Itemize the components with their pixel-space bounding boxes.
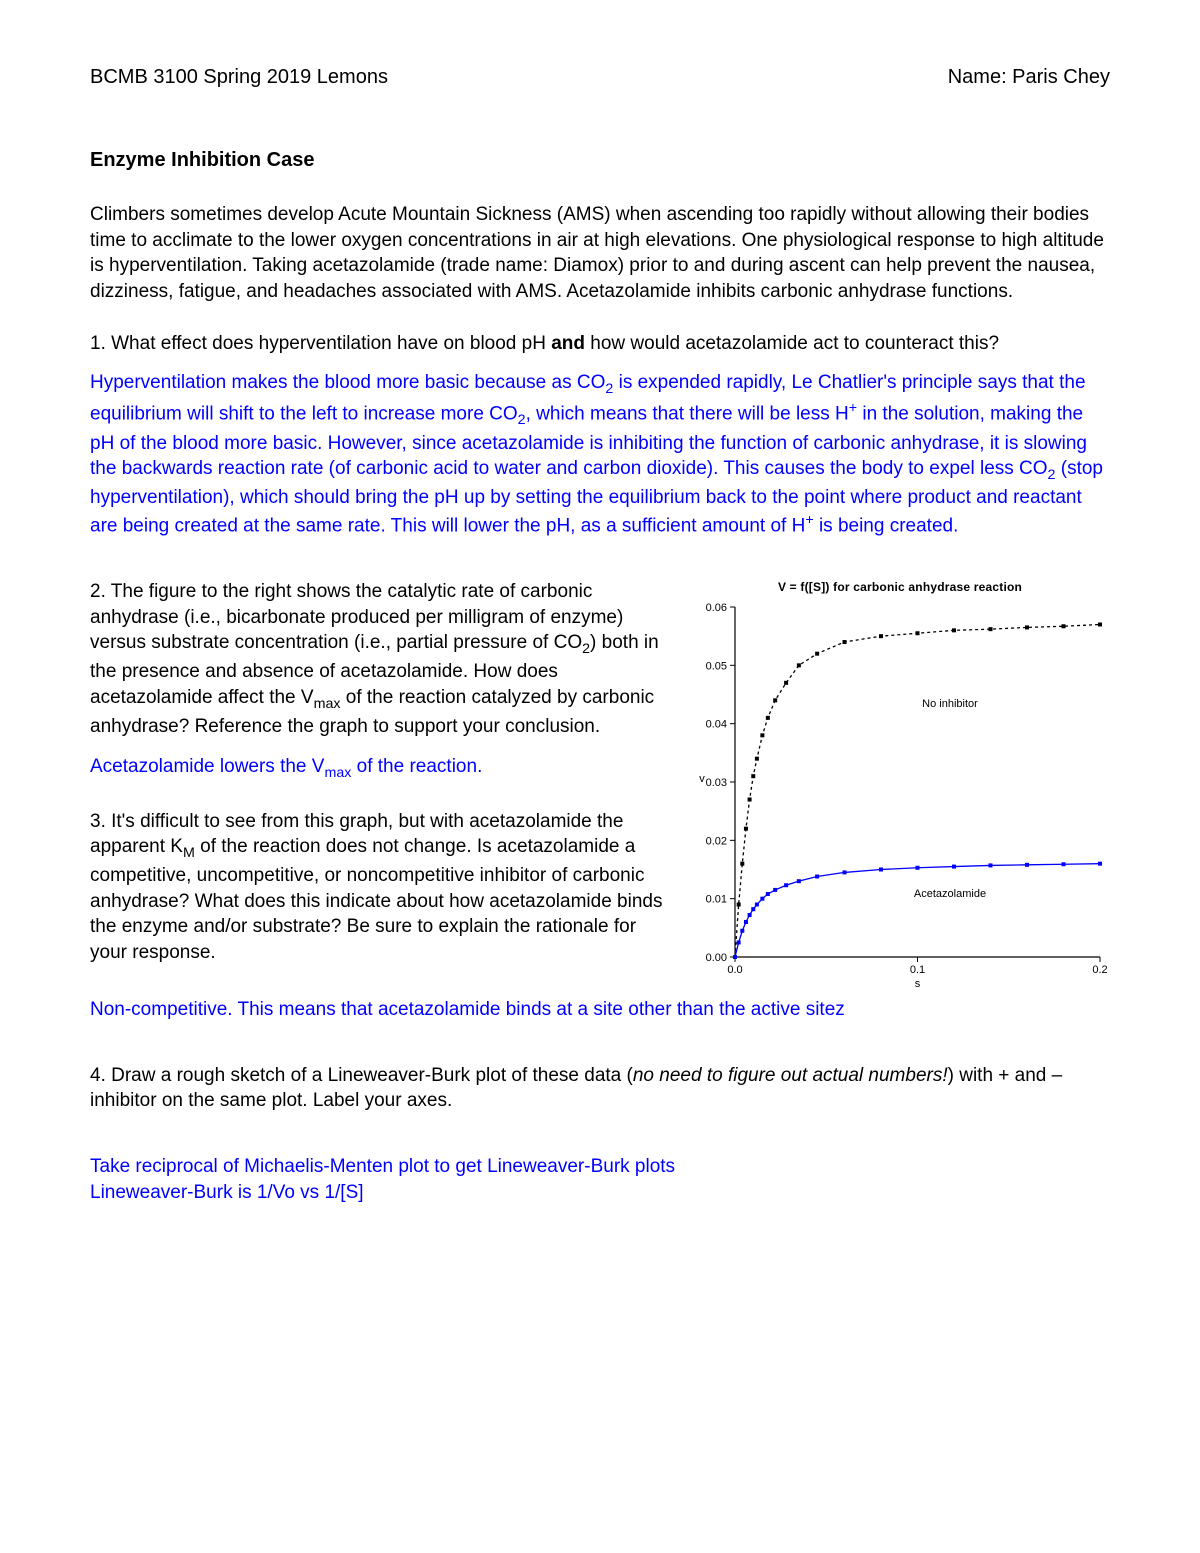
mm-kinetics-chart: 0.00 0.01 0.02 0.03 0.04 0.05 0.06 0.0 0.1 0.2 s v N… — [690, 597, 1110, 997]
svg-text:0.00: 0.00 — [706, 952, 727, 964]
svg-text:0.2: 0.2 — [1092, 964, 1107, 976]
svg-text:0.02: 0.02 — [706, 835, 727, 847]
svg-text:0.01: 0.01 — [706, 894, 727, 906]
answer-4-line-1: Take reciprocal of Michaelis-Menten plot… — [90, 1154, 1110, 1180]
intro-paragraph: Climbers sometimes develop Acute Mountai… — [90, 202, 1110, 305]
figure-row: 2. The figure to the right shows the cat… — [90, 579, 1110, 997]
svg-text:0.03: 0.03 — [706, 777, 727, 789]
question-2: 2. The figure to the right shows the cat… — [90, 579, 678, 740]
svg-text:0.06: 0.06 — [706, 602, 727, 614]
figure-rightcol: V = f([S]) for carbonic anhydrase reacti… — [690, 579, 1110, 997]
svg-text:0.0: 0.0 — [727, 964, 742, 976]
header-right: Name: Paris Chey — [948, 64, 1110, 91]
answer-3: Non-competitive. This means that acetazo… — [90, 997, 1110, 1023]
answer-1: Hyperventilation makes the blood more ba… — [90, 370, 1110, 539]
answer-2: Acetazolamide lowers the Vmax of the rea… — [90, 754, 678, 783]
answer-4: Take reciprocal of Michaelis-Menten plot… — [90, 1154, 1110, 1205]
answer-4-line-2: Lineweaver-Burk is 1/Vo vs 1/[S] — [90, 1180, 1110, 1206]
chart-title: V = f([S]) for carbonic anhydrase reacti… — [690, 579, 1110, 595]
svg-text:0.1: 0.1 — [910, 964, 925, 976]
svg-text:s: s — [915, 978, 921, 990]
question-1: 1. What effect does hyperventilation hav… — [90, 331, 1110, 357]
svg-text:0.04: 0.04 — [706, 719, 727, 731]
figure-leftcol: 2. The figure to the right shows the cat… — [90, 579, 678, 980]
q1-pre: 1. What effect does hyperventilation hav… — [90, 333, 551, 354]
svg-text:0.05: 0.05 — [706, 660, 727, 672]
page-header: BCMB 3100 Spring 2019 Lemons Name: Paris… — [90, 64, 1110, 91]
q1-post: how would acetazolamide act to counterac… — [585, 333, 999, 354]
question-3: 3. It's difficult to see from this graph… — [90, 809, 678, 966]
header-left: BCMB 3100 Spring 2019 Lemons — [90, 64, 388, 91]
q1-bold: and — [551, 333, 585, 354]
svg-text:v: v — [699, 773, 705, 785]
question-4: 4. Draw a rough sketch of a Lineweaver-B… — [90, 1063, 1110, 1114]
svg-text:No inhibitor: No inhibitor — [922, 698, 978, 710]
svg-text:Acetazolamide: Acetazolamide — [914, 888, 986, 900]
page-title: Enzyme Inhibition Case — [90, 147, 1110, 174]
